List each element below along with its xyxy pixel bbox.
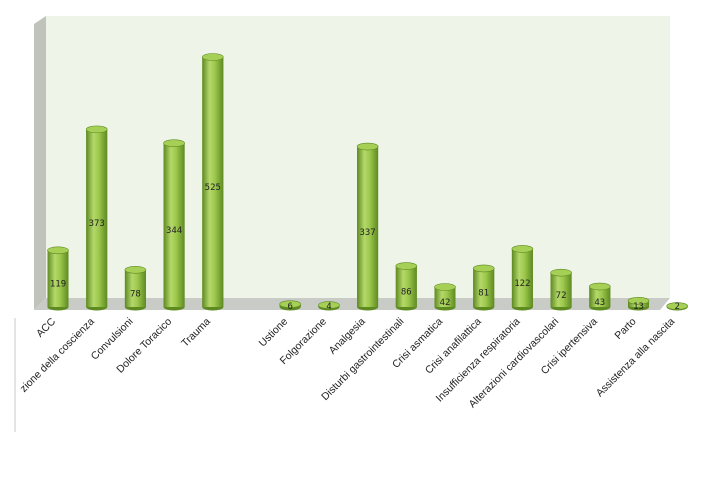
bar-top (666, 302, 689, 310)
bar-body-overlay (124, 269, 146, 307)
value-label: 6 (287, 302, 292, 312)
bar-top (472, 264, 495, 273)
bar (588, 282, 611, 311)
bar (472, 264, 495, 311)
category-label: Ustione (257, 316, 291, 350)
bar-body-overlay (550, 272, 572, 307)
bar (627, 297, 650, 311)
category-label: Trauma (179, 316, 213, 350)
plot-side-wall (34, 16, 46, 310)
bar-body-overlay (589, 286, 611, 307)
bar-top (47, 246, 69, 255)
value-label: 373 (89, 219, 105, 229)
bar-top (85, 125, 108, 134)
value-label: 2 (674, 302, 679, 312)
plot-frame (14, 16, 670, 432)
bar-body-overlay (357, 146, 379, 307)
value-label: 81 (478, 289, 489, 299)
value-labels-group: 119 373 78 344 525 6 4 337 86 42 81 122 72 43 13 2 (50, 183, 680, 312)
bar (356, 142, 379, 311)
value-label: 337 (359, 228, 375, 238)
bar (85, 125, 108, 311)
bar (163, 139, 185, 311)
bar (395, 262, 418, 311)
bar-top (395, 262, 418, 270)
bar-top (163, 139, 185, 147)
value-label: 13 (633, 302, 644, 312)
category-label: zione della coscienza (18, 316, 97, 395)
bar-top (124, 266, 147, 274)
bar-top (356, 142, 379, 151)
bars-group (47, 53, 689, 311)
value-label: 122 (514, 279, 530, 289)
category-label: ACC (34, 315, 58, 339)
bar (550, 268, 572, 311)
bar-body-overlay (511, 248, 533, 307)
value-label: 86 (401, 288, 412, 298)
bar (666, 302, 689, 311)
bar (202, 53, 224, 311)
bar-top (202, 53, 224, 61)
value-label: 4 (326, 302, 331, 312)
bar-body-overlay (434, 287, 456, 307)
bar (47, 246, 69, 311)
bar-body-overlay (473, 268, 495, 307)
bar-top (627, 297, 650, 305)
bar (434, 283, 456, 311)
category-label: Parto (612, 316, 638, 342)
bar-top (550, 268, 572, 277)
bar-body-overlay (163, 143, 185, 307)
value-label: 72 (556, 291, 567, 301)
value-label: 344 (166, 226, 182, 236)
bar-top (279, 300, 302, 308)
value-label: 525 (205, 183, 221, 193)
bar-body-overlay (202, 57, 224, 307)
value-label: 43 (594, 298, 605, 308)
bar-top (434, 283, 456, 291)
bar-top (511, 245, 534, 253)
value-label: 119 (50, 280, 66, 290)
bar-body-overlay (395, 266, 417, 307)
plot-floor (34, 298, 670, 310)
bar (124, 266, 147, 311)
bar-top (318, 301, 340, 309)
bar (511, 245, 534, 311)
value-label: 42 (440, 298, 451, 308)
bar-top (588, 282, 611, 291)
value-label: 78 (130, 289, 141, 299)
bar-body-overlay (86, 129, 108, 307)
bar (318, 301, 340, 311)
bar (279, 300, 302, 311)
bar-body-overlay (47, 250, 69, 307)
category-label: Assistenza alla nascita (594, 316, 678, 400)
